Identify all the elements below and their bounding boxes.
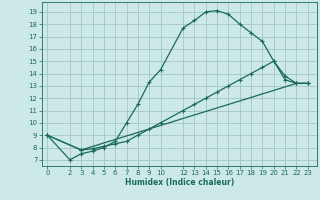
X-axis label: Humidex (Indice chaleur): Humidex (Indice chaleur) [124, 178, 234, 187]
